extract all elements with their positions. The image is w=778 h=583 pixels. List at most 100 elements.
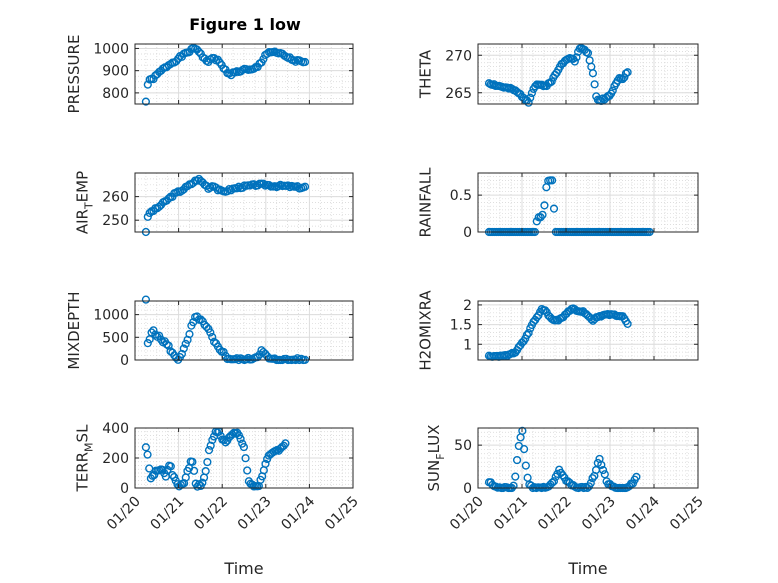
data-point [189,466,199,475]
data-point [143,450,152,459]
data-point [623,68,632,77]
data-point [177,349,186,359]
axes-box [477,300,699,361]
y-tick-label: 400 [102,421,129,437]
data-point [141,97,151,106]
data-point [598,465,608,475]
axes-box [477,427,699,489]
y-axis-label-rest: LUX [425,425,443,454]
y-axis-label-main: SUN [425,460,443,492]
data-point [300,182,310,191]
data-point [225,69,234,78]
data-point [274,182,283,191]
data-point [521,461,530,470]
data-point [230,68,240,77]
y-axis-label: MIXDEPTH [65,291,83,369]
y-axis-label: THETA [417,49,435,99]
y-axis-label-sub: T [83,202,96,210]
axes-3: 250 260 AIRTEMP [74,171,354,237]
data-point [621,69,631,78]
y-axis-label: H2OMIXRA [417,290,435,371]
data-point [202,322,211,331]
data-point [259,179,268,188]
data-point [281,439,290,448]
y-tick-label: 800 [102,86,129,102]
data-point [527,88,537,98]
data-point [164,194,173,203]
y-axis-label-rest: SL [74,424,92,443]
data-point [583,48,593,58]
y-axis-label-rest: EMP [74,171,92,202]
y-tick-label: 250 [102,213,129,229]
data-point [208,332,217,342]
data-point [283,181,293,190]
data-point [588,474,597,483]
axes-box [134,300,354,361]
data-point [547,176,557,185]
data-point [572,53,581,62]
data-point [259,55,268,64]
x-axis-label: Time [223,559,263,578]
data-point [512,455,522,465]
data-point [540,201,549,210]
figure-title: Figure 1 low [189,15,301,34]
y-tick-label: 50 [454,438,472,454]
data-point [143,80,152,89]
data-point [232,184,241,193]
data-point [300,57,310,67]
y-tick-label: 270 [445,48,472,64]
data-point [588,69,598,78]
data-point [623,319,632,328]
data-point [188,457,197,466]
data-point [632,472,641,481]
data-point [244,353,253,363]
data-point [181,339,190,348]
data-point [196,315,205,324]
y-tick-label: 2 [463,298,472,314]
axes-6: 1 1.5 2 H2OMIXRA [417,290,699,371]
axes-4: 0 0.5 RAINFALL [417,167,699,241]
data-point [570,57,579,66]
y-tick-label: 500 [102,330,129,346]
data-point [149,326,158,335]
data-point [522,330,532,340]
y-tick-label: 200 [102,451,129,467]
y-axis-label-main: AIR [74,209,92,234]
data-point [519,444,529,454]
data-point [143,212,152,221]
data-point [524,98,533,107]
data-point [203,457,212,467]
y-tick-label: 1.5 [450,318,472,334]
y-tick-label: 0 [463,481,472,497]
data-point [242,355,251,364]
data-point [219,347,228,357]
data-point [608,86,617,95]
axes-2: 265 270 THETA [417,43,699,107]
data-point [162,340,171,349]
y-tick-label: 260 [102,190,129,206]
data-point [509,481,518,490]
data-point [511,472,520,481]
data-point [194,47,204,56]
data-point [155,331,164,340]
data-point [291,57,300,66]
y-axis-label-sub: F [434,453,447,459]
data-point [241,454,250,463]
x-axis-label: Time [567,559,607,578]
data-point [549,204,559,213]
data-point [289,56,298,65]
y-tick-label: 1000 [93,41,129,57]
data-point [141,443,151,452]
data-point [526,93,535,102]
data-point [236,434,245,444]
y-axis-label-main: TERR [74,452,92,493]
data-point [249,180,258,189]
y-tick-label: 0 [120,481,129,497]
y-axis-label: TERRMSL [74,424,96,493]
y-axis-label: AIRTEMP [74,171,96,234]
axes-box [477,172,699,233]
data-point [249,64,258,73]
